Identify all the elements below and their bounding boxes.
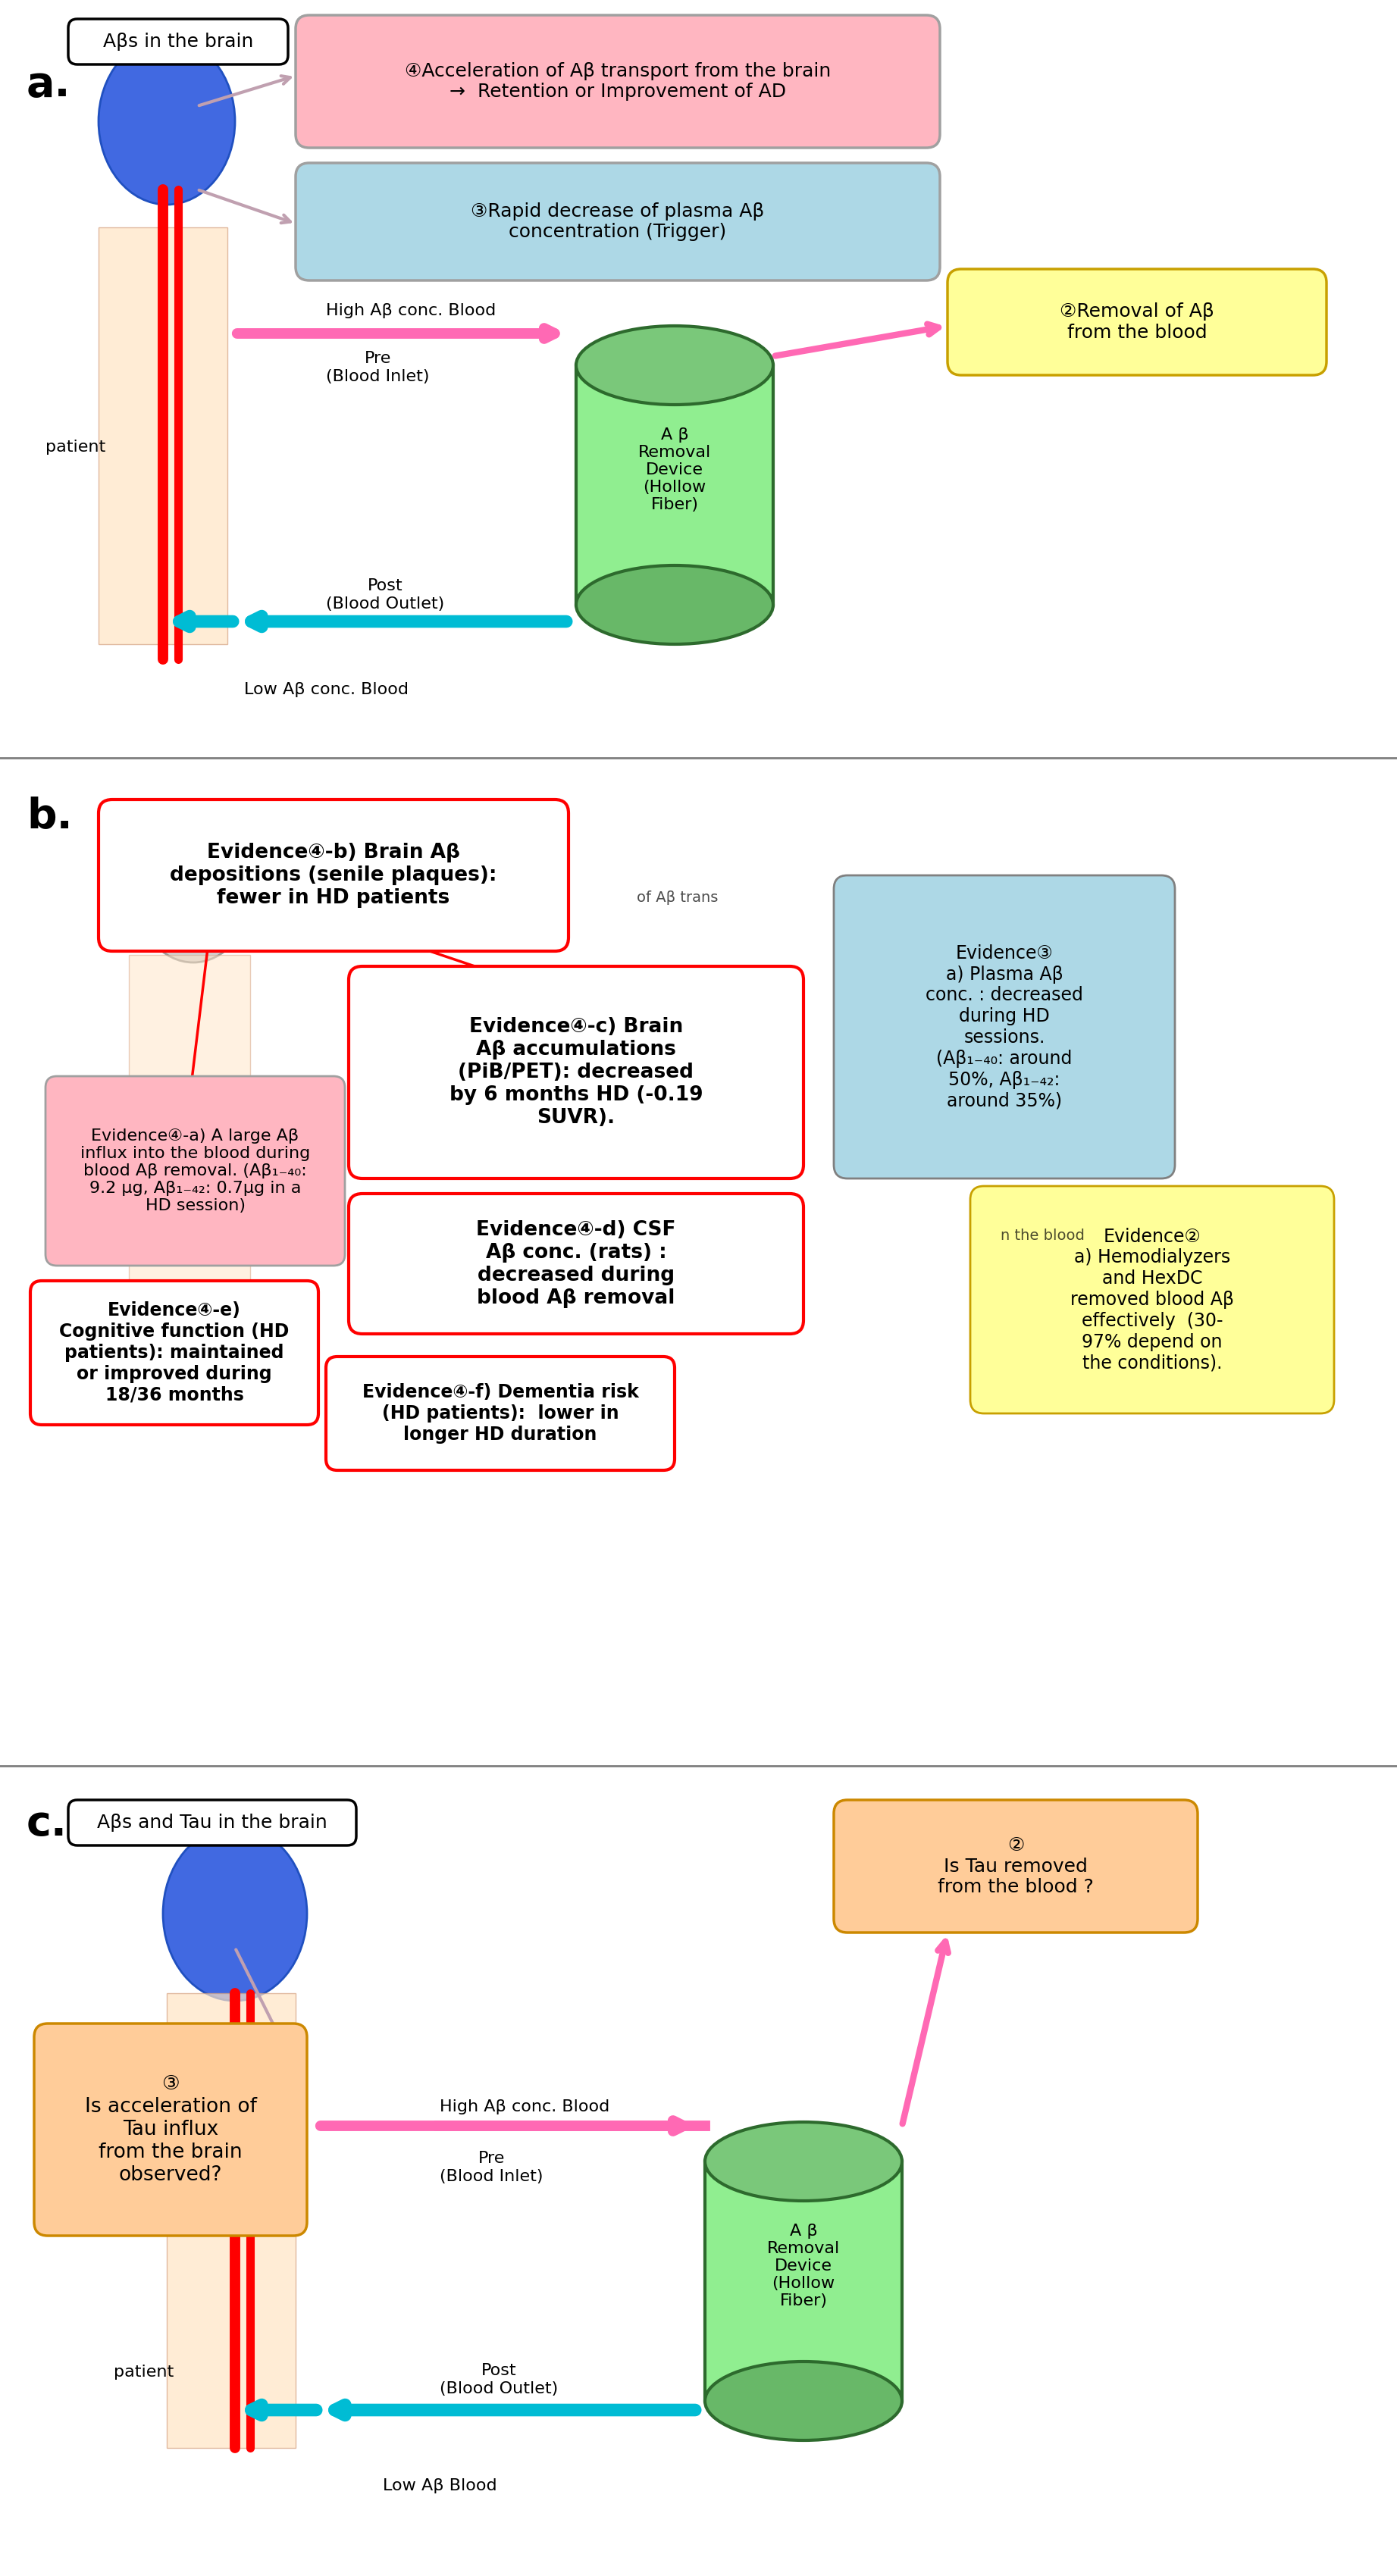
Text: High Aβ conc. Blood: High Aβ conc. Blood	[326, 304, 496, 319]
Text: ②
Is Tau removed
from the blood ?: ② Is Tau removed from the blood ?	[937, 1837, 1094, 1896]
Text: Evidence④-b) Brain Aβ
depositions (senile plaques):
fewer in HD patients: Evidence④-b) Brain Aβ depositions (senil…	[170, 842, 497, 907]
Text: Evidence②
a) Hemodialyzers
and HexDC
removed blood Aβ
effectively  (30-
97% depe: Evidence② a) Hemodialyzers and HexDC rem…	[1070, 1226, 1234, 1373]
Ellipse shape	[99, 39, 235, 204]
Ellipse shape	[705, 2123, 902, 2200]
Ellipse shape	[705, 2362, 902, 2439]
Text: Evidence④-f) Dementia risk
(HD patients):  lower in
longer HD duration: Evidence④-f) Dementia risk (HD patients)…	[362, 1383, 638, 1443]
Text: c.: c.	[27, 1803, 67, 1844]
FancyBboxPatch shape	[349, 966, 803, 1177]
FancyBboxPatch shape	[326, 1358, 675, 1471]
Text: b.: b.	[27, 796, 73, 837]
Circle shape	[200, 863, 233, 896]
Text: A β
Removal
Device
(Hollow
Fiber): A β Removal Device (Hollow Fiber)	[638, 428, 711, 513]
Text: Low Aβ conc. Blood: Low Aβ conc. Blood	[243, 683, 408, 698]
FancyBboxPatch shape	[834, 1801, 1197, 1932]
Text: Pre
(Blood Inlet): Pre (Blood Inlet)	[440, 2151, 543, 2184]
Bar	[576, 366, 773, 605]
FancyBboxPatch shape	[99, 799, 569, 951]
Bar	[166, 1994, 296, 2447]
FancyBboxPatch shape	[296, 162, 940, 281]
Ellipse shape	[576, 564, 773, 644]
Text: Evidence③
a) Plasma Aβ
conc. : decreased
during HD
sessions.
(Aβ₁₋₄₀: around
50%: Evidence③ a) Plasma Aβ conc. : decreased…	[926, 943, 1083, 1110]
Text: Low Aβ Blood: Low Aβ Blood	[383, 2478, 497, 2494]
FancyBboxPatch shape	[34, 2025, 307, 2236]
FancyBboxPatch shape	[834, 876, 1175, 1177]
Text: Evidence④-e)
Cognitive function (HD
patients): maintained
or improved during
18/: Evidence④-e) Cognitive function (HD pati…	[59, 1301, 289, 1404]
Text: ③
Is acceleration of
Tau influx
from the brain
observed?: ③ Is acceleration of Tau influx from the…	[84, 2074, 257, 2184]
Text: Aβs in the brain: Aβs in the brain	[103, 33, 253, 52]
Text: patient: patient	[113, 2365, 173, 2380]
Text: ④Acceleration of Aβ transport from the brain
→  Retention or Improvement of AD: ④Acceleration of Aβ transport from the b…	[405, 62, 831, 100]
Text: a.: a.	[27, 64, 71, 106]
Text: A β
Removal
Device
(Hollow
Fiber): A β Removal Device (Hollow Fiber)	[767, 2223, 840, 2308]
Text: Evidence④-a) A large Aβ
influx into the blood during
blood Aβ removal. (Aβ₁₋₄₀:
: Evidence④-a) A large Aβ influx into the …	[80, 1128, 310, 1213]
Text: Evidence④-c) Brain
Aβ accumulations
(PiB/PET): decreased
by 6 months HD (-0.19
S: Evidence④-c) Brain Aβ accumulations (PiB…	[450, 1018, 703, 1128]
FancyBboxPatch shape	[296, 15, 940, 147]
FancyBboxPatch shape	[31, 1280, 319, 1425]
Text: Post
(Blood Outlet): Post (Blood Outlet)	[440, 2362, 557, 2396]
Text: Post
(Blood Outlet): Post (Blood Outlet)	[326, 580, 444, 611]
FancyBboxPatch shape	[68, 1801, 356, 1844]
Text: Aβs and Tau in the brain: Aβs and Tau in the brain	[98, 1814, 327, 1832]
FancyBboxPatch shape	[46, 1077, 345, 1265]
Bar	[99, 227, 228, 644]
Text: n the blood: n the blood	[1000, 1229, 1084, 1242]
Text: of Aβ trans: of Aβ trans	[637, 891, 718, 904]
Ellipse shape	[137, 827, 250, 963]
FancyBboxPatch shape	[349, 1193, 803, 1334]
Text: ②Removal of Aβ
from the blood: ②Removal of Aβ from the blood	[1060, 301, 1214, 343]
FancyBboxPatch shape	[947, 268, 1327, 376]
Text: Pre
(Blood Inlet): Pre (Blood Inlet)	[326, 350, 429, 384]
Bar	[129, 956, 250, 1319]
Text: patient: patient	[46, 440, 106, 456]
Ellipse shape	[163, 1826, 307, 2002]
Ellipse shape	[576, 327, 773, 404]
Bar	[705, 2161, 902, 2401]
FancyBboxPatch shape	[68, 18, 288, 64]
FancyBboxPatch shape	[971, 1185, 1334, 1414]
Text: ③Rapid decrease of plasma Aβ
concentration (Trigger): ③Rapid decrease of plasma Aβ concentrati…	[471, 201, 764, 242]
Text: Evidence④-d) CSF
Aβ conc. (rats) :
decreased during
blood Aβ removal: Evidence④-d) CSF Aβ conc. (rats) : decre…	[476, 1221, 676, 1309]
Text: High Aβ conc. Blood: High Aβ conc. Blood	[440, 2099, 609, 2115]
